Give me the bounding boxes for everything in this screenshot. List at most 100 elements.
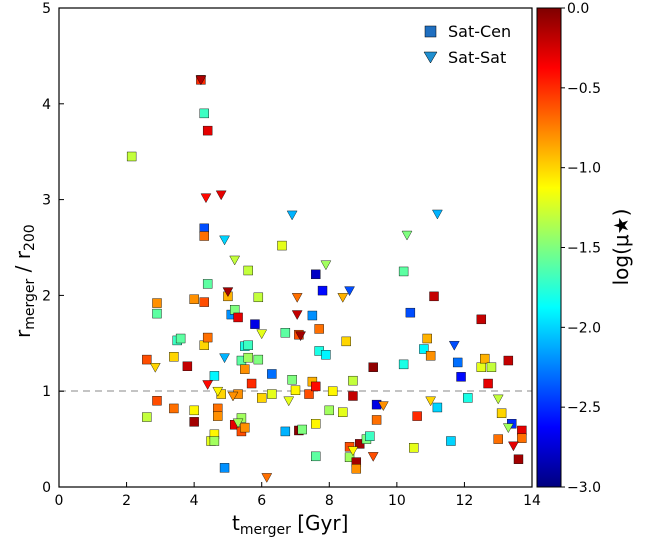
marker-sat-sat [212, 387, 224, 397]
marker-sat-cen [202, 279, 213, 289]
x-tick-label: 14 [523, 493, 541, 509]
marker-sat-cen [219, 463, 230, 473]
y-tick-label: 4 [42, 97, 51, 113]
marker-sat-sat [508, 441, 519, 452]
marker-sat-sat [291, 293, 303, 303]
x-tick-label: 8 [325, 493, 334, 509]
x-tick-label: 4 [190, 493, 199, 509]
legend-marker-sat-cen [424, 25, 437, 38]
marker-sat-cen [243, 265, 253, 276]
marker-sat-sat [229, 255, 241, 266]
marker-sat-cen [452, 357, 463, 368]
marker-sat-cen [341, 336, 351, 347]
marker-sat-cen [297, 424, 307, 435]
colorbar [536, 7, 562, 488]
marker-sat-cen [250, 319, 260, 329]
marker-sat-sat [378, 401, 389, 411]
marker-sat-cen [483, 378, 493, 389]
marker-sat-sat [227, 391, 239, 402]
marker-sat-cen [240, 364, 250, 374]
colorbar-tick-label: −0.5 [567, 81, 601, 97]
marker-sat-cen [311, 381, 321, 392]
marker-sat-cen [189, 417, 199, 427]
marker-sat-cen [371, 415, 382, 425]
y-axis-label: rmerger / r200 [11, 224, 38, 338]
marker-sat-sat [367, 452, 379, 462]
x-tick-label: 10 [388, 493, 406, 509]
plot-frame [58, 7, 533, 488]
colorbar-tick-label: −2.0 [567, 320, 601, 336]
marker-sat-sat [261, 473, 273, 483]
marker-sat-sat [283, 396, 295, 407]
marker-sat-cen [236, 413, 247, 423]
x-tick-label: 6 [257, 493, 266, 509]
marker-sat-cen [280, 328, 291, 338]
marker-sat-cen [432, 402, 443, 413]
colorbar-ticks: 0.0 −0.5 −1.0 −1.5 −2.0 −2.5 −3.0 [561, 1, 601, 496]
marker-sat-cen [324, 405, 334, 416]
colorbar-tick-label: 0.0 [567, 1, 589, 17]
marker-sat-cen [446, 436, 456, 446]
marker-sat-cen [486, 362, 497, 372]
marker-sat-cen [287, 375, 297, 385]
marker-sat-cen [476, 362, 487, 372]
marker-sat-cen [199, 297, 209, 307]
plot-area [59, 8, 532, 487]
y-tick-label: 3 [42, 193, 51, 209]
marker-sat-cen [304, 389, 314, 399]
y-tick-label: 0 [42, 480, 51, 496]
marker-sat-cen [513, 454, 524, 464]
marker-sat-cen [142, 354, 152, 365]
legend: Sat-Cen Sat-Sat [423, 22, 511, 67]
legend-label-sat-sat: Sat-Sat [448, 48, 506, 67]
marker-sat-cen [429, 291, 439, 302]
marker-sat-cen [398, 359, 409, 370]
marker-sat-cen [243, 340, 253, 350]
marker-sat-cen [307, 310, 318, 321]
marker-sat-sat [344, 286, 355, 297]
x-tick-label: 2 [122, 493, 131, 509]
marker-sat-cen [267, 369, 277, 379]
y-tick-label: 5 [42, 1, 51, 17]
marker-sat-cen [152, 396, 162, 406]
legend-label-sat-cen: Sat-Cen [448, 22, 511, 41]
marker-sat-cen [126, 151, 137, 162]
marker-sat-sat [200, 193, 212, 204]
marker-sat-cen [463, 393, 473, 403]
y-tick-label: 2 [42, 288, 51, 304]
marker-sat-cen [175, 333, 186, 344]
marker-sat-cen [493, 434, 503, 444]
marker-sat-sat [291, 310, 303, 320]
marker-sat-cen [290, 385, 301, 395]
marker-sat-sat [219, 235, 230, 246]
marker-sat-sat [432, 209, 443, 220]
marker-sat-cen [476, 314, 487, 325]
marker-sat-cen [257, 393, 267, 403]
marker-sat-sat [337, 293, 349, 303]
marker-sat-cen [456, 372, 466, 382]
marker-sat-sat [492, 394, 504, 405]
marker-sat-cen [277, 240, 287, 251]
marker-sat-cen [409, 443, 419, 453]
marker-sat-cen [419, 344, 429, 354]
marker-sat-cen [314, 324, 324, 334]
marker-sat-cen [425, 351, 436, 361]
marker-sat-sat [149, 363, 161, 373]
marker-sat-sat [202, 380, 213, 390]
marker-sat-cen [311, 269, 321, 280]
marker-sat-sat [286, 210, 298, 221]
marker-sat-sat [295, 331, 306, 342]
marker-sat-cen [321, 350, 331, 360]
marker-sat-cen [233, 312, 243, 323]
legend-marker-sat-sat [423, 51, 438, 64]
marker-sat-cen [344, 452, 355, 463]
marker-sat-cen [267, 389, 277, 399]
marker-sat-cen [348, 375, 358, 386]
marker-sat-cen [209, 371, 220, 381]
marker-sat-cen [243, 352, 253, 363]
marker-sat-sat [215, 190, 227, 201]
marker-sat-cen [412, 411, 422, 421]
x-axis-label: tmerger [Gyr] [232, 511, 348, 538]
